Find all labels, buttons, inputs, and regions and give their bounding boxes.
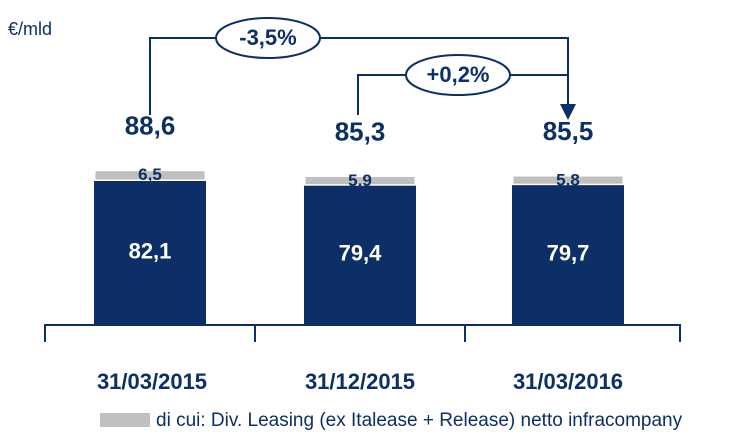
annotation-bubble — [215, 17, 321, 59]
total-label: 85,3 — [335, 116, 386, 146]
unit-label: €/mld — [8, 19, 52, 39]
bar-segment — [512, 185, 624, 324]
value-label: 6,5 — [138, 165, 162, 184]
value-label: 5,9 — [348, 171, 372, 190]
connector — [357, 74, 406, 115]
x-tick-label: 31/12/2015 — [305, 369, 415, 394]
legend-label: di cui: Div. Leasing (ex Italease + Rele… — [156, 410, 683, 431]
bar-segment — [94, 181, 206, 324]
connector — [320, 37, 569, 108]
annotation: -3,5% — [239, 25, 296, 50]
value-label: 79,4 — [339, 241, 383, 266]
x-tick-label: 31/03/2015 — [97, 369, 207, 394]
value-label: 82,1 — [129, 238, 172, 263]
connector — [149, 37, 216, 115]
annotation-bubble — [405, 54, 511, 96]
value-label: 79,7 — [547, 240, 590, 265]
legend-swatch — [100, 413, 150, 427]
arrow-head — [560, 104, 576, 120]
value-label: 5,8 — [556, 171, 580, 190]
total-label: 88,6 — [125, 111, 176, 141]
total-label: 85,5 — [543, 116, 594, 146]
bar-segment — [304, 185, 416, 324]
x-tick-label: 31/03/2016 — [513, 369, 623, 394]
annotation: +0,2% — [427, 62, 490, 87]
